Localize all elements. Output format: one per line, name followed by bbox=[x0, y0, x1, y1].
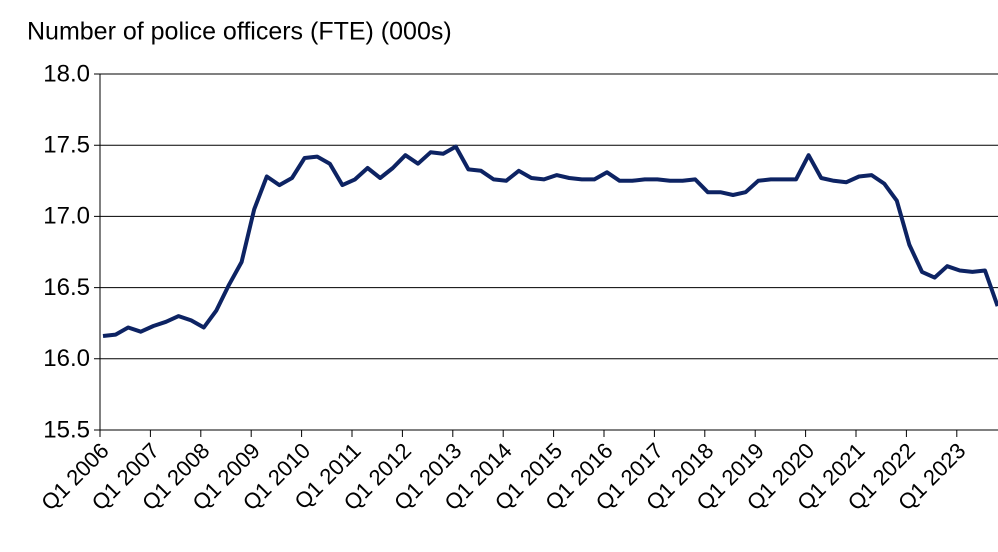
y-tick-label: 17.0 bbox=[43, 203, 90, 230]
chart-title: Number of police officers (FTE) (000s) bbox=[27, 18, 452, 46]
y-tick-label: 18.0 bbox=[43, 60, 90, 87]
y-tick-label: 15.5 bbox=[43, 416, 90, 443]
y-tick-label: 16.5 bbox=[43, 274, 90, 301]
y-tick-label: 16.0 bbox=[43, 345, 90, 372]
y-tick-label: 17.5 bbox=[43, 132, 90, 159]
data-line bbox=[102, 144, 998, 338]
